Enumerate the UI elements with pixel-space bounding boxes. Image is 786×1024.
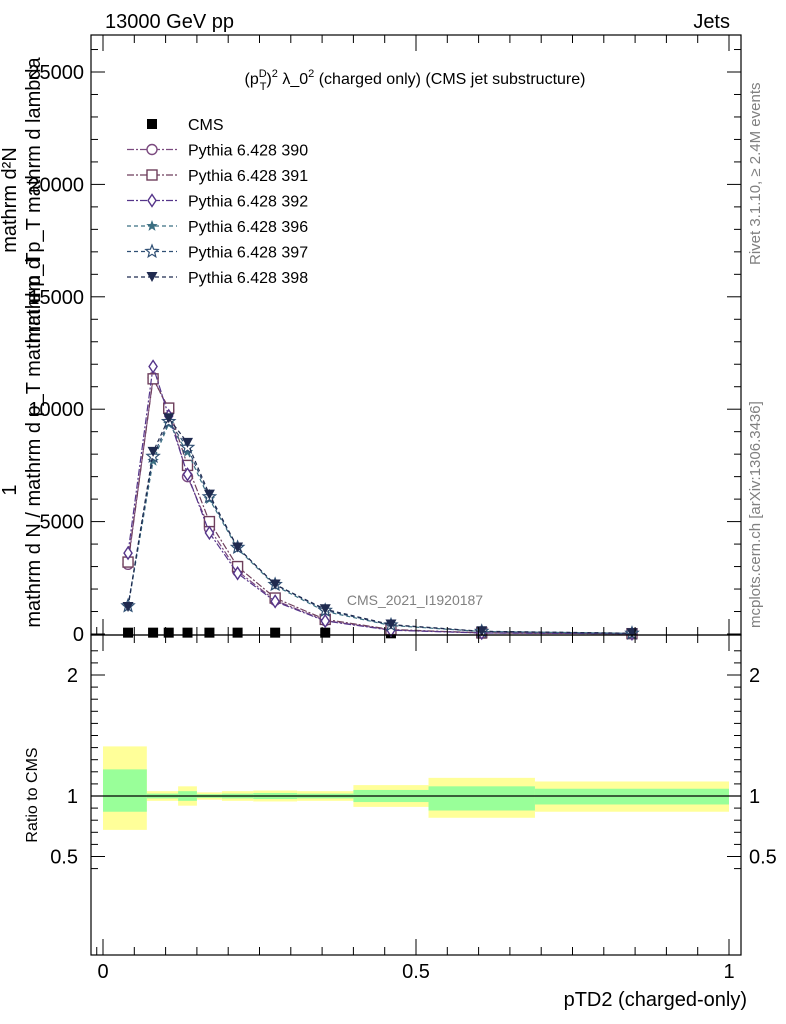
ratio-bands <box>103 746 729 830</box>
legend-marker <box>146 143 158 156</box>
ratio-y-label: Ratio to CMS <box>24 747 41 842</box>
legend-entry: CMS <box>147 117 224 134</box>
xtick-label: 0.5 <box>402 961 430 983</box>
data-point <box>320 627 331 638</box>
legend-marker <box>146 169 158 181</box>
data-point <box>182 467 193 482</box>
ratio-ytick-label-right: 2 <box>749 665 760 687</box>
data-point <box>181 445 194 457</box>
data-point <box>148 627 159 638</box>
data-point <box>147 446 159 457</box>
data-point <box>320 613 331 629</box>
legend-label: Pythia 6.428 391 <box>188 168 308 185</box>
data-point <box>270 627 281 638</box>
data-point <box>182 437 194 448</box>
xtick-label: 0 <box>97 961 108 983</box>
main-ytick-label: 20000 <box>28 174 84 196</box>
ratio-ytick-label-right: 0.5 <box>749 847 777 869</box>
ylabel-line-3: 1 <box>0 484 21 495</box>
data-point <box>182 627 193 638</box>
data-point <box>232 542 244 553</box>
ratio-plot: 0.5 0.51 12 2 0 0.5 1 Ratio to CMS pTD2 (char… <box>24 634 777 1011</box>
main-y-label: mathrm d²N mathrm d p_T mathrm d lambda … <box>0 56 45 627</box>
header-left: 13000 GeV pp <box>105 11 234 33</box>
main-ytick-label: 15000 <box>28 287 84 309</box>
legend-marker <box>147 193 157 208</box>
data-point <box>204 627 215 638</box>
main-series-group <box>120 359 640 641</box>
main-ytick-label: 5000 <box>40 512 85 534</box>
series-pythia-398 <box>122 413 638 639</box>
legend-label: CMS <box>188 117 224 134</box>
data-point <box>147 454 159 466</box>
legend-marker <box>146 272 158 282</box>
main-plot: 0 5000 10000 15000 20000 25000 (pD T)2 λ_02 (c… <box>0 34 742 646</box>
ratio-ytick-label: 0.5 <box>50 847 78 869</box>
main-x-ticks <box>96 35 730 635</box>
legend: CMS Pythia 6.428 390 Pythia 6.428 391 Pythi… <box>127 117 308 287</box>
main-ytick-label: 25000 <box>28 62 84 84</box>
legend-entry: Pythia 6.428 391 <box>127 168 308 185</box>
data-point <box>269 579 281 590</box>
data-point <box>148 359 158 374</box>
header-right: Jets <box>693 11 730 33</box>
ratio-band-inner <box>103 769 147 812</box>
legend-entry: Pythia 6.428 396 <box>127 219 308 236</box>
data-point <box>204 525 215 541</box>
mcplots-label: mcplots.cern.ch [arXiv:1306.3436] <box>747 401 764 628</box>
legend-marker <box>144 243 160 259</box>
data-point <box>123 627 134 638</box>
legend-entry: Pythia 6.428 390 <box>127 143 308 160</box>
rivet-label: Rivet 3.1.10, ≥ 2.4M events <box>747 83 764 266</box>
data-point <box>319 604 331 615</box>
ylabel-line-2: mathrm d p_T mathrm d lambda <box>23 56 45 342</box>
watermark: CMS_2021_I1920187 <box>347 592 483 608</box>
legend-entry: Pythia 6.428 392 <box>127 193 308 211</box>
data-point <box>123 545 133 561</box>
legend-label: Pythia 6.428 398 <box>188 270 308 287</box>
legend-marker <box>146 220 158 231</box>
data-point <box>385 619 397 630</box>
main-ytick-label: 10000 <box>28 399 84 421</box>
data-point <box>232 566 243 581</box>
data-point <box>147 373 159 385</box>
main-title: (pD T)2 λ_02 (charged only) (CMS jet subs… <box>245 68 586 93</box>
legend-marker <box>147 119 157 129</box>
ratio-y-axis: 0.5 0.5 1 1 2 2 <box>50 650 777 870</box>
ratio-ytick-label-right: 1 <box>749 786 760 808</box>
xtick-label: 1 <box>723 961 734 983</box>
legend-entry: Pythia 6.428 398 <box>127 270 308 287</box>
ratio-ytick-label: 1 <box>67 786 78 808</box>
data-point <box>203 489 215 500</box>
data-point <box>163 627 174 638</box>
ratio-band-inner <box>534 788 729 805</box>
ratio-band-inner <box>428 786 535 811</box>
data-point <box>122 602 134 613</box>
ylabel-line-4: mathrm d N / mathrm d p_T mathrm d p_T <box>23 252 45 627</box>
ratio-ytick-label: 2 <box>67 665 78 687</box>
legend-entry: Pythia 6.428 397 <box>127 243 308 262</box>
legend-label: Pythia 6.428 392 <box>188 194 308 211</box>
main-y-axis: 0 5000 10000 15000 20000 25000 <box>28 49 741 646</box>
main-ytick-label: 0 <box>73 624 84 646</box>
legend-label: Pythia 6.428 397 <box>188 245 308 262</box>
x-axis-label: pTD2 (charged-only) <box>564 989 747 1011</box>
series-line <box>127 417 633 634</box>
legend-label: Pythia 6.428 390 <box>188 143 308 160</box>
legend-label: Pythia 6.428 396 <box>188 219 308 236</box>
data-point <box>270 594 280 609</box>
ylabel-line-1: mathrm d²N <box>0 147 21 253</box>
ratio-x-axis: 0 0.5 1 <box>96 635 735 983</box>
data-point <box>232 627 243 638</box>
data-point <box>163 413 175 424</box>
